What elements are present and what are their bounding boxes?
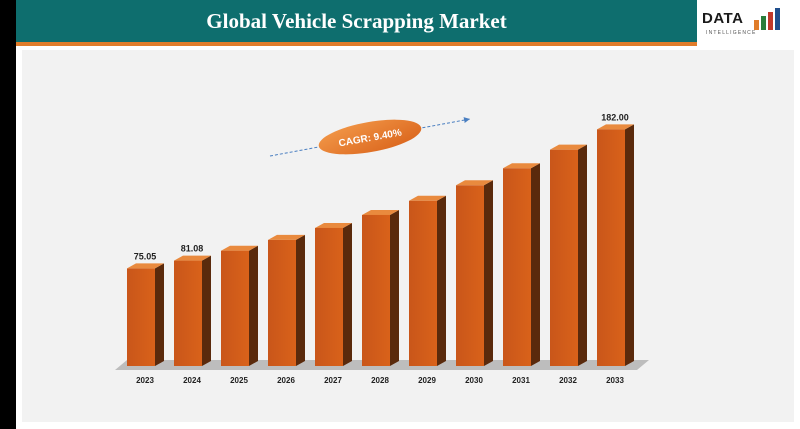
bar-top: [221, 245, 258, 251]
x-tick-label: 2027: [324, 376, 342, 385]
x-tick-label: 2025: [230, 376, 248, 385]
bar-top: [597, 124, 634, 130]
bar-top: [315, 222, 352, 228]
bar-2029: [409, 195, 446, 366]
bar-side: [625, 124, 634, 367]
bar-2028: [362, 209, 399, 366]
bar-side: [343, 222, 352, 366]
bar-top: [503, 163, 540, 169]
x-tick-label: 2031: [512, 376, 530, 385]
bar-front: [362, 214, 390, 366]
bar-2030: [456, 180, 493, 366]
bar-top: [409, 195, 446, 201]
bar-side: [578, 144, 587, 366]
logo-bars-icon: [754, 8, 780, 30]
bar-side: [155, 263, 164, 366]
cagr-ellipse: [318, 119, 422, 155]
bar-top: [268, 234, 305, 240]
x-tick-label: 2028: [371, 376, 389, 385]
bar-side: [202, 255, 211, 366]
bar-front: [456, 185, 484, 366]
bar-2031: [503, 163, 540, 366]
x-tick-label: 2032: [559, 376, 577, 385]
bar-front: [503, 168, 531, 366]
bar-side: [484, 180, 493, 366]
bar-2023: [127, 263, 164, 366]
bar-2033: [597, 124, 634, 367]
bar-side: [249, 245, 258, 366]
bar-front: [550, 149, 578, 366]
data-label: 75.05: [134, 251, 157, 261]
bar-2032: [550, 144, 587, 366]
bar-top: [127, 263, 164, 269]
bar-top: [362, 209, 399, 215]
bar-front: [268, 239, 296, 366]
x-tick-label: 2033: [606, 376, 624, 385]
logo-subtext: INTELLIGENCE: [706, 30, 757, 36]
bar-side: [296, 234, 305, 366]
header-stripe: [16, 42, 697, 46]
x-tick-label: 2029: [418, 376, 436, 385]
data-label: 81.08: [181, 244, 204, 254]
bar-2026: [268, 234, 305, 366]
x-tick-label: 2026: [277, 376, 295, 385]
brand-logo: DATA INTELLIGENCE: [702, 6, 794, 40]
bar-top: [550, 144, 587, 150]
x-tick-label: 2024: [183, 376, 201, 385]
bar-front: [174, 260, 202, 366]
bar-2024: [174, 255, 211, 366]
bar-front: [221, 250, 249, 366]
bar-front: [315, 227, 343, 366]
bar-side: [390, 209, 399, 366]
x-tick-label: 2030: [465, 376, 483, 385]
bar-front: [127, 268, 155, 366]
header-bar: [16, 0, 697, 42]
data-label: 182.00: [601, 112, 629, 122]
bar-top: [456, 180, 493, 186]
bar-side: [437, 195, 446, 366]
logo-text: DATA: [702, 10, 744, 27]
bar-front: [409, 200, 437, 366]
cagr-annotation: CAGR: 9.40%: [318, 119, 422, 155]
x-tick-label: 2023: [136, 376, 154, 385]
bar-2027: [315, 222, 352, 366]
bar-2025: [221, 245, 258, 366]
bar-top: [174, 255, 211, 261]
bar-front: [597, 129, 625, 366]
bar-side: [531, 163, 540, 366]
chart-title: Global Vehicle Scrapping Market: [206, 9, 507, 33]
